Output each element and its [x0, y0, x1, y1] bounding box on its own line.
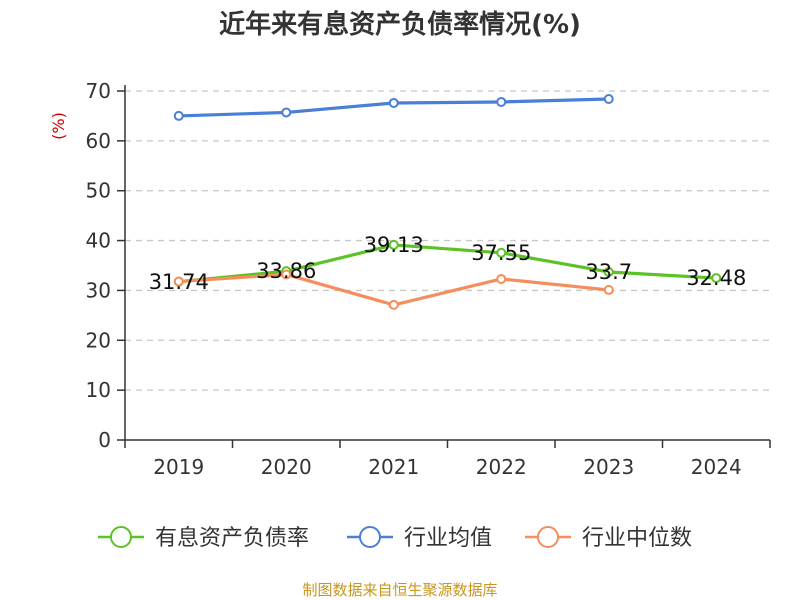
data-point[interactable] [496, 96, 507, 107]
data-label: 37.55 [471, 241, 531, 265]
data-point[interactable] [603, 93, 614, 104]
data-point[interactable] [496, 247, 507, 258]
x-tick-label: 2024 [691, 455, 742, 479]
x-tick-label: 2022 [476, 455, 527, 479]
x-tick-label: 2021 [368, 455, 419, 479]
y-tick-label: 40 [86, 229, 111, 253]
source-note: 制图数据来自恒生聚源数据库 [302, 581, 497, 599]
data-point[interactable] [281, 107, 292, 118]
data-point[interactable] [173, 110, 184, 121]
legend-label: 有息资产负债率 [155, 526, 309, 551]
y-tick-label: 60 [86, 129, 111, 153]
legend-marker-icon [110, 526, 132, 548]
data-point[interactable] [388, 299, 399, 310]
axes: 0 10 20 30 40 50 60 70 2019 2020 2021 2022 2023 2024 [86, 79, 771, 479]
y-tick-label: 70 [86, 79, 111, 103]
data-label: 31.74 [149, 270, 209, 294]
data-point[interactable] [496, 273, 507, 284]
series-2 [173, 269, 614, 310]
legend-item-0[interactable]: 有息资产负债率 [98, 526, 309, 551]
data-point[interactable] [388, 97, 399, 108]
x-tick-label: 2023 [583, 455, 634, 479]
y-tick-label: 50 [86, 179, 111, 203]
y-tick-label: 0 [98, 428, 111, 452]
series-line [178, 243, 717, 284]
data-point[interactable] [711, 273, 722, 284]
data-point[interactable] [281, 269, 292, 280]
data-point[interactable] [603, 266, 614, 277]
gridlines [125, 90, 770, 391]
data-point[interactable] [388, 239, 399, 250]
data-point[interactable] [603, 284, 614, 295]
legend-item-2[interactable]: 行业中位数 [525, 526, 692, 551]
y-tick-label: 20 [86, 328, 111, 352]
series-layer [173, 93, 722, 310]
legend-marker-icon [537, 526, 559, 548]
data-point[interactable] [173, 276, 184, 287]
y-axis-label: (%) [49, 112, 68, 140]
y-tick-label: 30 [86, 278, 111, 302]
data-label: 33.86 [256, 259, 316, 283]
legend[interactable]: 有息资产负债率 行业均值 行业中位数 [98, 526, 692, 551]
legend-item-1[interactable]: 行业均值 [347, 526, 492, 551]
data-label: 32.48 [686, 266, 746, 290]
legend-marker-icon [359, 526, 381, 548]
y-tick-label: 10 [86, 378, 111, 402]
data-labels: 31.74 33.86 39.13 37.55 33.7 32.48 [149, 233, 747, 294]
data-label: 33.7 [585, 260, 632, 284]
series-1 [173, 93, 614, 121]
legend-label: 行业中位数 [582, 526, 692, 551]
legend-label: 行业均值 [404, 526, 492, 551]
x-tick-label: 2019 [153, 455, 204, 479]
data-label: 39.13 [364, 233, 424, 257]
chart-title: 近年来有息资产负债率情况(%) [219, 9, 581, 40]
x-tick-label: 2020 [261, 455, 312, 479]
